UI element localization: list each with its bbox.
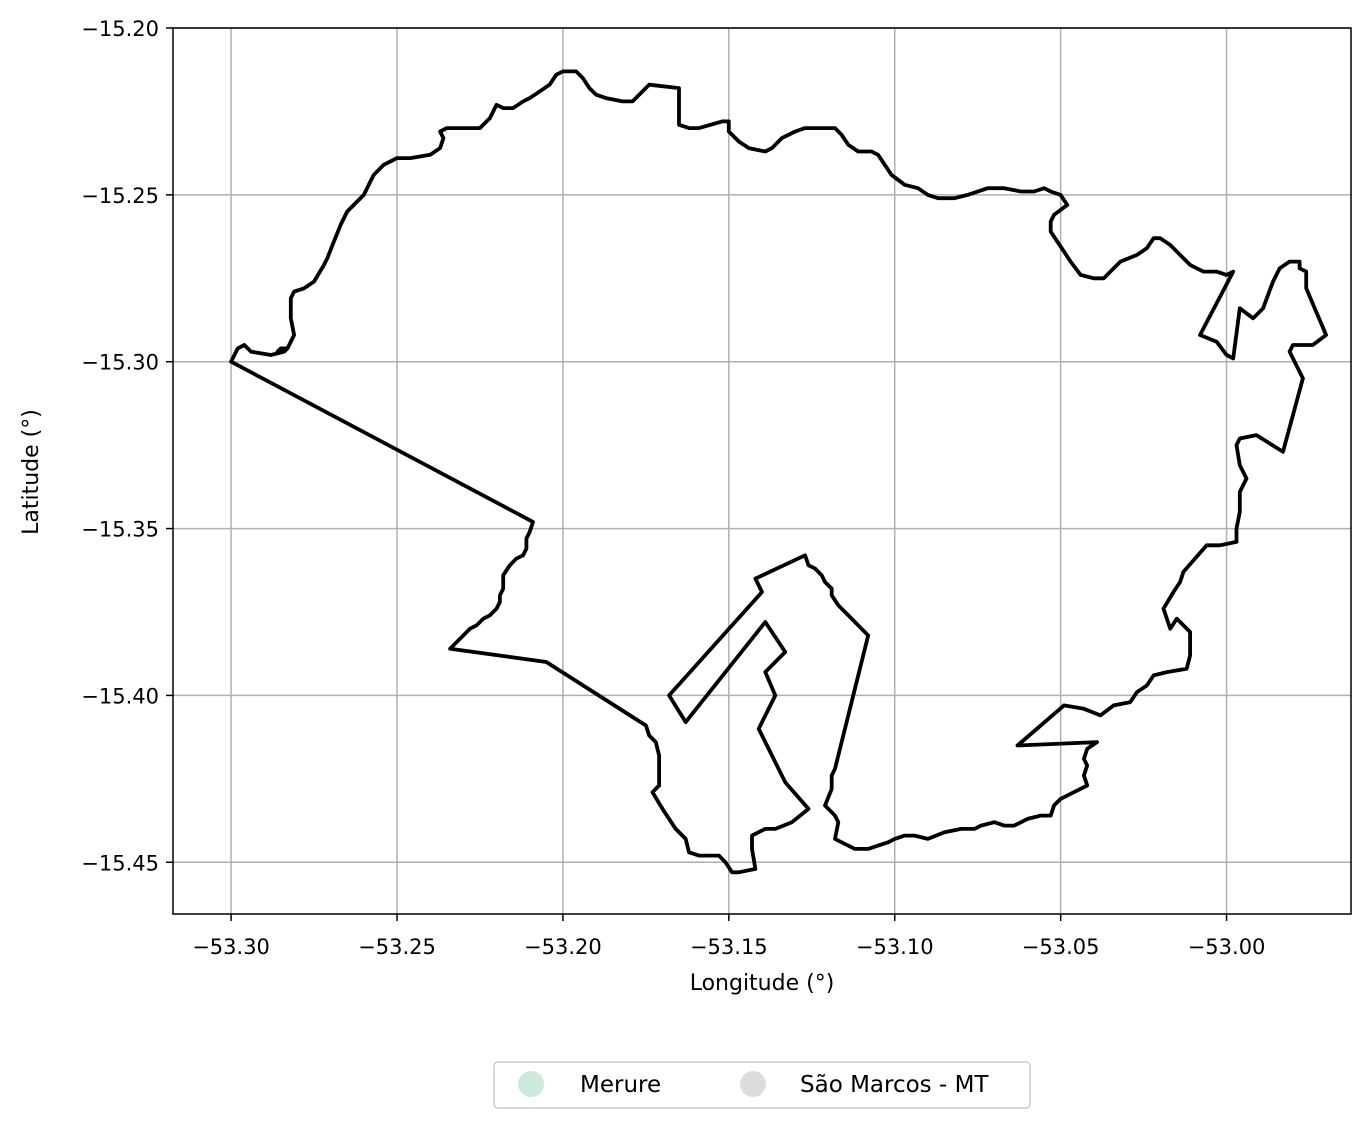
y-tick-label: −15.45 (81, 851, 159, 875)
y-tick-label: −15.35 (81, 518, 159, 542)
plot-area-frame (172, 27, 1352, 915)
x-tick-label: −53.20 (524, 935, 602, 959)
x-axis-title: Longitude (°) (690, 971, 835, 996)
y-tick-label: −15.30 (81, 351, 159, 375)
legend: Merure São Marcos - MT (493, 1061, 1031, 1109)
x-tick-label: −53.10 (856, 935, 934, 959)
x-tick-label: −53.15 (690, 935, 768, 959)
x-tick-label: −53.25 (358, 935, 436, 959)
legend-marker-merure (518, 1071, 544, 1097)
legend-label-merure: Merure (580, 1072, 661, 1098)
y-tick-label: −15.20 (81, 17, 159, 41)
y-tick-label: −15.25 (81, 184, 159, 208)
x-tick-label: −53.00 (1188, 935, 1266, 959)
y-axis-title: Latitude (°) (19, 409, 44, 535)
territory-boundary-line (229, 69, 1328, 875)
y-tick-label: −15.40 (81, 684, 159, 708)
legend-marker-sao-marcos (740, 1071, 766, 1097)
x-tick-label: −53.05 (1022, 935, 1100, 959)
x-tick-label: −53.30 (192, 935, 270, 959)
y-axis-ticks: −15.20 −15.25 −15.30 −15.35 −15.40 −15.45 (81, 17, 173, 875)
x-axis-ticks: −53.30 −53.25 −53.20 −53.15 −53.10 −53.05 −53.… (192, 914, 1265, 959)
legend-label-sao-marcos: São Marcos - MT (800, 1072, 989, 1098)
